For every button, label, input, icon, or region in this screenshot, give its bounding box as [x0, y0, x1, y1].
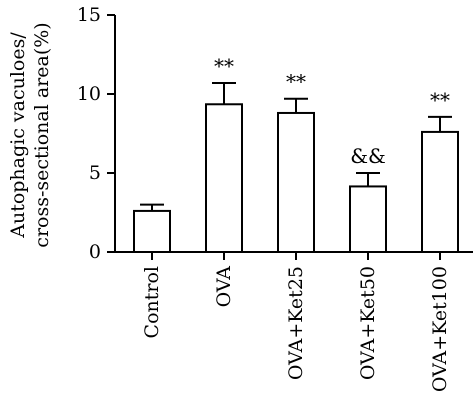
y-axis-label-line-2: cross-sectional area(%): [31, 22, 53, 247]
y-axis-label: Autophagic vaculoes/ cross-sectional are…: [7, 22, 53, 247]
y-axis-label-line-1: Autophagic vaculoes/: [7, 32, 29, 239]
bar-ova-ket100: [421, 130, 459, 253]
category-label: OVA: [213, 266, 235, 308]
category-label: OVA+Ket50: [357, 266, 379, 380]
significance-label: **: [286, 70, 306, 94]
y-tick-label: 0: [89, 241, 101, 263]
bar-ova: [205, 103, 243, 253]
bar-ova-ket25: [277, 111, 315, 253]
y-tick-label: 5: [89, 162, 101, 184]
category-label: Control: [141, 266, 163, 338]
significance-label: **: [214, 54, 234, 78]
bar-ova-ket50: [349, 185, 387, 253]
y-tick-label: 10: [77, 83, 101, 105]
category-label: OVA+Ket25: [285, 266, 307, 380]
significance-label: **: [430, 88, 450, 112]
bars: ** ** && **: [133, 54, 459, 253]
significance-label: &&: [350, 144, 386, 168]
category-label: OVA+Ket100: [429, 266, 451, 392]
category-labels: Control OVA OVA+Ket25 OVA+Ket50 OVA+Ket100: [141, 266, 451, 392]
y-tick-label: 15: [77, 4, 101, 26]
bar-control: [133, 209, 171, 253]
